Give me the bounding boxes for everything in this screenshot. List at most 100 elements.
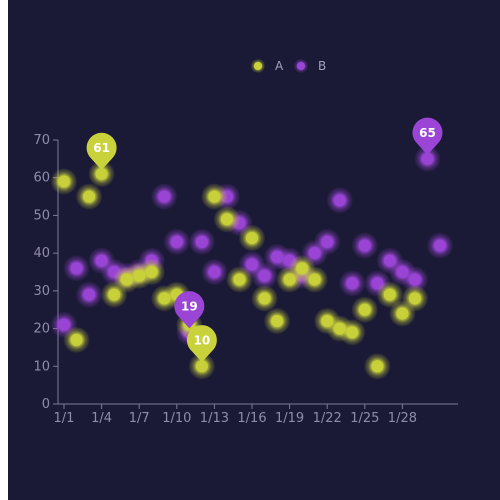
point-core (421, 152, 434, 165)
legend-marker-core (297, 62, 305, 70)
data-point-a[interactable] (351, 296, 378, 323)
pin-label: 19 (181, 299, 198, 313)
pin-shape (86, 132, 117, 170)
pin-label: 10 (194, 333, 211, 347)
data-point-b[interactable] (427, 232, 453, 259)
legend-item-a[interactable]: A (251, 59, 284, 73)
pin-shape (412, 117, 443, 155)
pin-label: 65 (419, 126, 436, 140)
data-point-b[interactable] (314, 228, 341, 255)
data-point-b[interactable] (339, 270, 366, 297)
point-core (220, 213, 233, 226)
point-core (233, 273, 246, 286)
data-point-a[interactable] (264, 308, 291, 335)
pin-marker-a[interactable]: 61 (86, 132, 117, 170)
data-point-a[interactable] (239, 225, 265, 252)
point-core (396, 307, 409, 320)
point-core (208, 266, 221, 278)
data-point-a[interactable] (213, 206, 240, 233)
x-tick-label: 1/7 (129, 411, 150, 426)
data-point-a[interactable] (376, 281, 403, 308)
legend-label: B (318, 59, 326, 73)
point-core (371, 360, 384, 373)
data-point-a[interactable] (201, 183, 228, 210)
data-point-a[interactable] (88, 160, 115, 187)
x-tick-label: 1/19 (275, 411, 304, 426)
point-core (358, 303, 371, 316)
points-layer (51, 145, 453, 380)
pin-marker-b[interactable]: 65 (412, 117, 443, 155)
y-tick-label: 30 (33, 284, 50, 299)
y-tick-label: 0 (42, 397, 50, 412)
point-core (271, 315, 284, 328)
axes: 0 10 20 30 40 50 60 70 1/1 1/4 1/7 1/10 1/13 1/16 1/19… (33, 133, 458, 426)
data-point-a[interactable] (63, 326, 90, 353)
data-point-b[interactable] (188, 228, 215, 255)
point-core (308, 273, 321, 286)
x-tick-label: 1/4 (91, 411, 112, 426)
data-point-b[interactable] (163, 228, 190, 255)
y-tick-label: 40 (33, 246, 50, 261)
point-core (108, 288, 121, 301)
pin-shape (174, 291, 205, 329)
x-tick-label: 1/16 (237, 411, 266, 426)
data-point-b[interactable] (201, 259, 228, 285)
point-core (158, 190, 171, 203)
point-core (434, 239, 446, 252)
point-core (208, 190, 221, 203)
point-core (170, 235, 183, 248)
y-tick-label: 70 (33, 133, 50, 148)
data-point-b[interactable] (151, 183, 178, 210)
data-point-a[interactable] (251, 285, 278, 312)
point-core (58, 318, 70, 331)
legend-label: A (275, 59, 284, 73)
data-point-b[interactable] (351, 232, 378, 259)
data-point-a[interactable] (401, 285, 428, 312)
data-point-a[interactable] (301, 266, 328, 293)
point-core (195, 360, 208, 373)
point-core (346, 326, 359, 339)
data-point-a[interactable] (364, 353, 391, 380)
point-core (408, 273, 421, 286)
legend-item-b[interactable]: B (294, 59, 326, 73)
pin-marker-a[interactable]: 10 (186, 325, 217, 363)
point-core (258, 269, 271, 282)
pin-label: 61 (93, 141, 110, 155)
y-tick-label: 10 (33, 359, 50, 374)
data-point-a[interactable] (226, 266, 253, 293)
point-core (408, 292, 421, 305)
data-point-a[interactable] (51, 168, 77, 195)
data-point-b[interactable] (401, 266, 428, 293)
y-tick-label: 50 (33, 208, 50, 223)
y-tick-label: 60 (33, 171, 50, 186)
point-core (321, 235, 334, 248)
legend-marker-core (254, 62, 262, 70)
data-point-a[interactable] (138, 259, 165, 285)
data-point-b[interactable] (326, 187, 353, 214)
y-tick-label: 20 (33, 322, 50, 337)
point-core (83, 288, 96, 301)
point-core (246, 232, 258, 245)
data-point-a[interactable] (188, 353, 215, 380)
x-tick-label: 1/1 (54, 411, 75, 426)
pin-shape (186, 325, 217, 363)
data-point-b[interactable] (414, 145, 441, 172)
data-point-b[interactable] (76, 281, 103, 308)
point-core (58, 175, 70, 188)
x-tick-label: 1/28 (388, 411, 417, 426)
data-point-b[interactable] (63, 255, 90, 282)
x-tick-label: 1/13 (200, 411, 229, 426)
pins-layer: 61 10 19 65 (86, 117, 443, 363)
pin-marker-b[interactable]: 19 (174, 291, 205, 329)
point-core (346, 277, 359, 290)
point-core (95, 167, 108, 180)
data-point-a[interactable] (76, 183, 103, 210)
data-point-b[interactable] (251, 262, 278, 289)
point-core (358, 239, 371, 252)
point-core (83, 190, 96, 203)
point-core (145, 266, 158, 278)
data-point-a[interactable] (339, 319, 366, 346)
x-tick-label: 1/25 (350, 411, 379, 426)
